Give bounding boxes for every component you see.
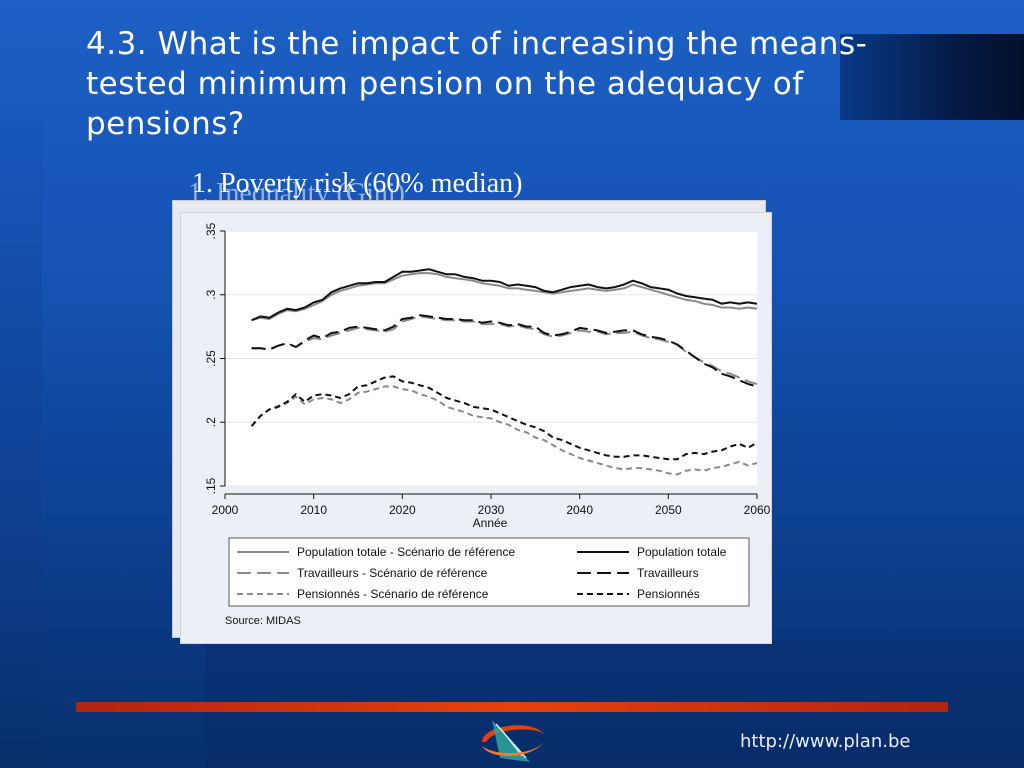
x-axis: 2000 2010 2020 2030 2040 2050 2060 [212,493,771,517]
x-tick-label: 2050 [655,503,682,517]
series-lines [250,268,758,476]
y-tick-label: .2 [204,417,218,427]
x-tick-label: 2040 [566,503,593,517]
x-tick-label: 2000 [212,503,239,517]
series-line [251,268,758,322]
accent-divider [76,702,948,712]
series-line [251,272,758,322]
x-tick-label: 2020 [389,503,416,517]
x-tick-label: 2010 [300,503,327,517]
chart-panel: .15.2.25.3.35 2000 2010 2020 2030 2040 2050 20… [180,212,772,644]
legend: Population totale - Scénario de référenc… [237,545,727,601]
header-dark-bar [840,34,1024,120]
planbureau-logo-icon[interactable] [470,712,550,768]
x-axis-label: Année [473,516,508,530]
line-chart: .15.2.25.3.35 2000 2010 2020 2030 2040 2050 20… [204,222,771,627]
chart-source: Source: MIDAS [225,615,301,627]
series-line [251,314,758,388]
legend-label: Travailleurs [637,566,699,580]
legend-label: Pensionnés [637,587,700,601]
website-link[interactable]: http://www.plan.be [740,731,911,752]
y-tick-label: .35 [204,222,218,239]
legend-label: Population totale [637,545,727,559]
x-tick-label: 2030 [478,503,505,517]
x-tick-label: 2060 [744,503,771,517]
left-decorative-band [0,120,42,768]
y-tick-label: .25 [204,350,218,367]
legend-label: Pensionnés - Scénario de référence [297,587,489,601]
y-axis: .15 .2 .25 .3 .35 [204,222,226,494]
series-line [250,375,758,461]
chart-caption: 1. Poverty risk (60% median) [192,168,523,199]
y-tick-label: .15 [204,477,218,494]
series-line [251,315,758,385]
slide-title: 4.3. What is the impact of increasing th… [86,26,868,142]
y-tick-label: .3 [204,289,218,299]
legend-label: Travailleurs - Scénario de référence [297,566,488,580]
legend-box [228,537,750,607]
legend-label: Population totale - Scénario de référenc… [297,545,515,559]
